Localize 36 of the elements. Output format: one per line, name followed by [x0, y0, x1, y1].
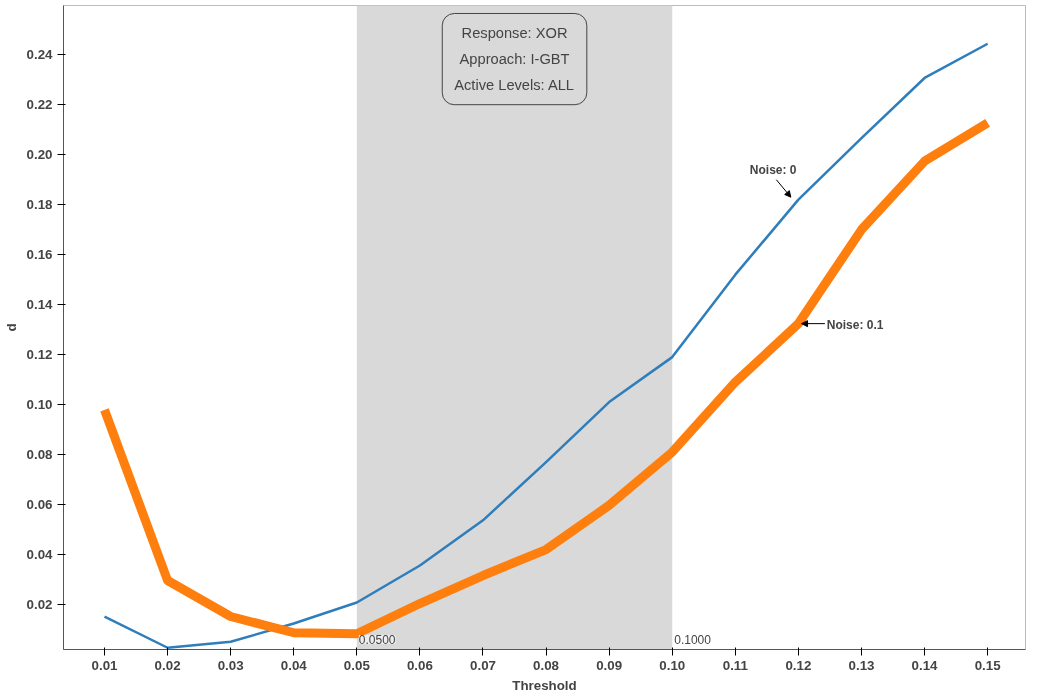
annotation: 0.1000 [674, 633, 712, 647]
x-tick-label: 0.06 [406, 657, 433, 673]
x-tick-label: 0.03 [217, 657, 244, 673]
y-tick-label: 0.24 [26, 47, 54, 63]
x-tick-label: 0.02 [154, 657, 181, 673]
x-axis-title: Threshold [512, 677, 577, 693]
y-tick-label: 0.06 [26, 497, 53, 513]
x-tick-label: 0.05 [343, 657, 371, 673]
y-tick-label: 0.20 [26, 147, 53, 163]
annotation: Active Levels: ALL [454, 76, 575, 93]
annotation: 0.0500 [358, 633, 396, 647]
x-tick-label: 0.08 [533, 657, 560, 673]
annotation: Response: XOR [461, 25, 568, 42]
x-tick-label: 0.09 [596, 657, 623, 673]
x-tick-label: 0.15 [974, 657, 1002, 673]
y-tick-label: 0.08 [26, 447, 53, 463]
x-tick-label: 0.10 [659, 657, 686, 673]
x-tick-label: 0.07 [470, 657, 496, 673]
y-tick-label: 0.02 [26, 597, 53, 613]
series-label: Noise: 0.1 [826, 318, 884, 333]
y-tick-label: 0.18 [26, 197, 53, 213]
x-tick-label: 0.01 [91, 657, 119, 673]
annotation: Approach: I-GBT [459, 51, 570, 68]
x-tick-label: 0.13 [848, 657, 875, 673]
y-tick-label: 0.12 [26, 347, 53, 363]
y-tick-label: 0.16 [26, 247, 53, 263]
x-tick-label: 0.14 [911, 657, 939, 673]
series-label: Noise: 0 [749, 163, 797, 178]
y-tick-label: 0.14 [26, 297, 54, 313]
x-tick-label: 0.11 [722, 657, 749, 673]
y-tick-label: 0.04 [26, 547, 54, 563]
x-tick-label: 0.04 [280, 657, 308, 673]
y-tick-label: 0.22 [26, 97, 53, 113]
x-tick-label: 0.12 [785, 657, 812, 673]
y-tick-label: 0.10 [26, 397, 53, 413]
y-axis-title: d [3, 323, 19, 332]
